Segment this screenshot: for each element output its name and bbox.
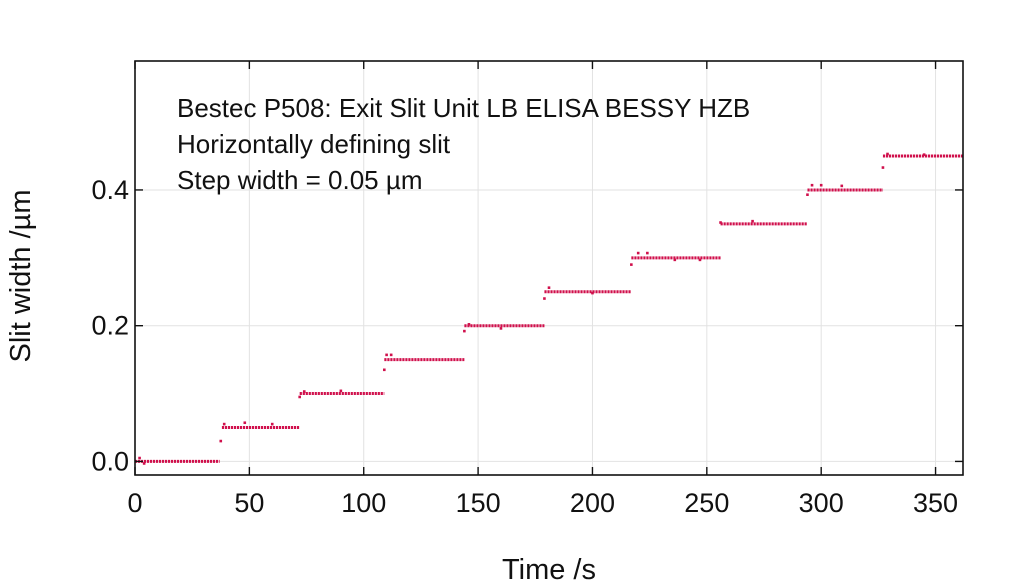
data-point xyxy=(547,286,551,289)
x-tick-label: 100 xyxy=(341,488,386,518)
data-point xyxy=(881,166,885,169)
data-point xyxy=(389,353,393,357)
data-point xyxy=(698,258,702,262)
x-tick-label: 150 xyxy=(456,488,501,518)
data-point xyxy=(630,263,633,266)
data-point xyxy=(339,389,343,393)
data-point xyxy=(222,422,226,426)
x-tick-label: 0 xyxy=(127,488,142,518)
data-point xyxy=(383,368,386,372)
data-point xyxy=(298,395,301,399)
data-point xyxy=(543,297,546,300)
data-point xyxy=(142,462,146,465)
data-point xyxy=(385,353,388,357)
annotation-line: Step width = 0.05 µm xyxy=(177,165,423,195)
data-point xyxy=(463,329,466,333)
x-axis-title: Time /s xyxy=(502,554,596,586)
x-tick-label: 300 xyxy=(799,488,844,518)
data-point xyxy=(646,251,649,255)
annotation-line: Horizontally defining slit xyxy=(177,129,451,159)
y-axis-title: Slit width /µm xyxy=(5,189,37,362)
data-point xyxy=(819,183,823,187)
data-point xyxy=(499,327,503,330)
data-point xyxy=(219,439,223,443)
data-point xyxy=(806,193,809,197)
data-point xyxy=(810,183,814,187)
data-point xyxy=(636,251,640,255)
annotation-block: Bestec P508: Exit Slit Unit LB ELISA BES… xyxy=(177,93,750,195)
y-tick-label: 0.0 xyxy=(91,446,129,476)
x-tick-label: 250 xyxy=(684,488,729,518)
data-point xyxy=(673,258,677,262)
data-point xyxy=(591,291,594,295)
y-tick-label: 0.4 xyxy=(91,175,129,205)
data-series xyxy=(135,152,963,465)
x-tick-label: 350 xyxy=(913,488,958,518)
axis-ticks: 0 50 100 150 200 250 300 350 0.0 0.2 0.4 xyxy=(91,61,963,518)
x-tick-label: 200 xyxy=(570,488,615,518)
data-point xyxy=(302,390,306,393)
data-point xyxy=(922,153,926,156)
annotation-line: Bestec P508: Exit Slit Unit LB ELISA BES… xyxy=(177,93,750,123)
plot-frame xyxy=(134,60,964,476)
data-point xyxy=(138,456,141,460)
y-tick-label: 0.2 xyxy=(91,311,129,341)
data-point xyxy=(886,152,889,156)
x-tick-label: 50 xyxy=(234,488,264,518)
data-point xyxy=(467,323,471,326)
data-point xyxy=(243,421,247,425)
data-point xyxy=(751,219,754,223)
data-point xyxy=(840,184,844,188)
data-point xyxy=(270,422,274,426)
data-point xyxy=(719,221,722,224)
grid xyxy=(134,61,963,475)
